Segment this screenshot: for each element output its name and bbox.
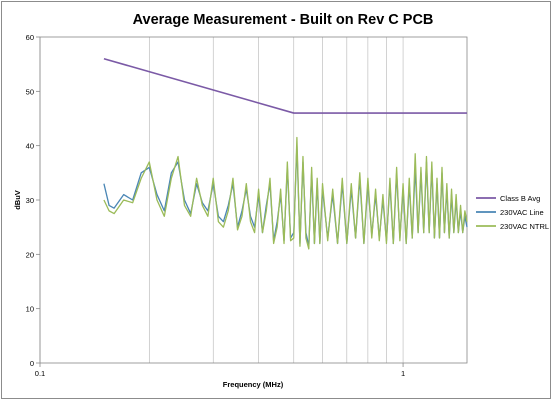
x-axis-label: Frequency (MHz) — [223, 380, 284, 389]
grid — [39, 37, 404, 363]
y-tick-label: 20 — [26, 250, 34, 259]
x-tick-label: 1 — [401, 369, 405, 378]
y-tick-label: 10 — [26, 305, 34, 314]
series-line-230vac-ntrl — [103, 136, 468, 250]
x-axis: 0.1 1 — [35, 363, 405, 378]
legend-label: Class B Avg — [500, 194, 540, 203]
series-group — [103, 57, 468, 250]
legend-label: 230VAC Line — [500, 208, 544, 217]
y-axis-label: dBuV — [13, 190, 22, 210]
y-tick-label: 60 — [26, 33, 34, 42]
x-tick-label: 0.1 — [35, 369, 45, 378]
y-tick-label: 30 — [26, 196, 34, 205]
legend: Class B Avg 230VAC Line 230VAC NTRL — [476, 194, 549, 231]
y-tick-label: 50 — [26, 87, 34, 96]
series-line-class-b-avg — [103, 57, 467, 114]
y-tick-label: 0 — [30, 359, 34, 368]
y-tick-label: 40 — [26, 142, 34, 151]
chart-title: Average Measurement - Built on Rev C PCB — [133, 12, 434, 28]
legend-label: 230VAC NTRL — [500, 222, 549, 231]
y-axis: 0 10 20 30 40 50 60 — [26, 33, 40, 368]
